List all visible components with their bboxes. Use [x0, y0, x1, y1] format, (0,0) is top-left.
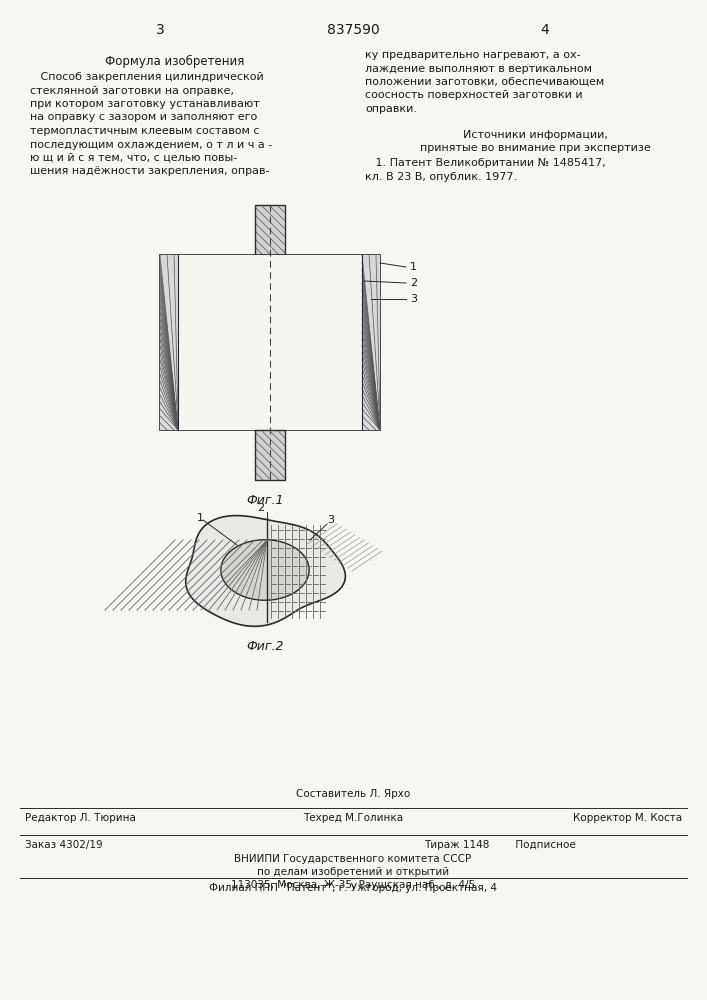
Text: шения надёжности закрепления, оправ-: шения надёжности закрепления, оправ- [30, 166, 269, 176]
Text: последующим охлаждением, о т л и ч а -: последующим охлаждением, о т л и ч а - [30, 139, 272, 149]
Bar [362, 255, 380, 430]
Text: 837590: 837590 [327, 23, 380, 37]
Polygon shape [186, 516, 346, 626]
Text: стеклянной заготовки на оправке,: стеклянной заготовки на оправке, [30, 86, 234, 96]
Text: 1: 1 [197, 513, 204, 523]
Text: Способ закрепления цилиндрической: Способ закрепления цилиндрической [30, 72, 264, 82]
Text: Заказ 4302/19: Заказ 4302/19 [25, 840, 103, 850]
Text: 3: 3 [327, 515, 334, 525]
Text: Техред М.Голинка: Техред М.Голинка [303, 813, 403, 823]
Bar [178, 255, 362, 430]
Text: Составитель Л. Ярхо: Составитель Л. Ярхо [296, 789, 410, 799]
Text: соосность поверхностей заготовки и: соосность поверхностей заготовки и [365, 91, 583, 101]
Text: Тираж 1148        Подписное: Тираж 1148 Подписное [424, 840, 576, 850]
Text: 4: 4 [541, 23, 549, 37]
Text: Формула изобретения: Формула изобретения [105, 55, 245, 68]
Text: при котором заготовку устанавливают: при котором заготовку устанавливают [30, 99, 259, 109]
Text: Корректор М. Коста: Корректор М. Коста [573, 813, 682, 823]
Text: 113035, Москва, Ж-35, Раушская наб., д. 4/5: 113035, Москва, Ж-35, Раушская наб., д. … [231, 880, 475, 890]
Text: положении заготовки, обеспечивающем: положении заготовки, обеспечивающем [365, 77, 604, 87]
Text: 2: 2 [410, 278, 417, 288]
Bar [160, 255, 178, 430]
Text: 1. Патент Великобритании № 1485417,: 1. Патент Великобритании № 1485417, [365, 158, 606, 168]
Text: лаждение выполняют в вертикальном: лаждение выполняют в вертикальном [365, 64, 592, 74]
Text: Фиг.2: Фиг.2 [246, 640, 284, 653]
Text: на оправку с зазором и заполняют его: на оправку с зазором и заполняют его [30, 112, 257, 122]
Text: ВНИИПИ Государственного комитета СССР: ВНИИПИ Государственного комитета СССР [235, 854, 472, 864]
Text: Фиг.1: Фиг.1 [246, 494, 284, 507]
Text: принятые во внимание при экспертизе: принятые во внимание при экспертизе [420, 143, 650, 153]
Text: кл. В 23 В, опублик. 1977.: кл. В 23 В, опублик. 1977. [365, 172, 517, 182]
Bar [255, 205, 285, 255]
Bar [160, 255, 380, 430]
Text: 3: 3 [410, 294, 417, 304]
Text: 3: 3 [156, 23, 164, 37]
Text: 2: 2 [257, 503, 264, 513]
Text: оправки.: оправки. [365, 104, 417, 114]
Text: по делам изобретений и открытий: по делам изобретений и открытий [257, 867, 449, 877]
Text: Источники информации,: Источники информации, [462, 129, 607, 139]
Polygon shape [221, 540, 309, 600]
Text: ю щ и й с я тем, что, с целью повы-: ю щ и й с я тем, что, с целью повы- [30, 153, 238, 163]
Bar [255, 430, 285, 480]
Text: 1: 1 [410, 262, 417, 272]
Text: Филиал ППП ''Патент'', г. Ужгород, ул. Проектная, 4: Филиал ППП ''Патент'', г. Ужгород, ул. П… [209, 883, 497, 893]
Text: Редактор Л. Тюрина: Редактор Л. Тюрина [25, 813, 136, 823]
Text: термопластичным клеевым составом с: термопластичным клеевым составом с [30, 126, 259, 136]
Text: ку предварительно нагревают, а ох-: ку предварительно нагревают, а ох- [365, 50, 580, 60]
